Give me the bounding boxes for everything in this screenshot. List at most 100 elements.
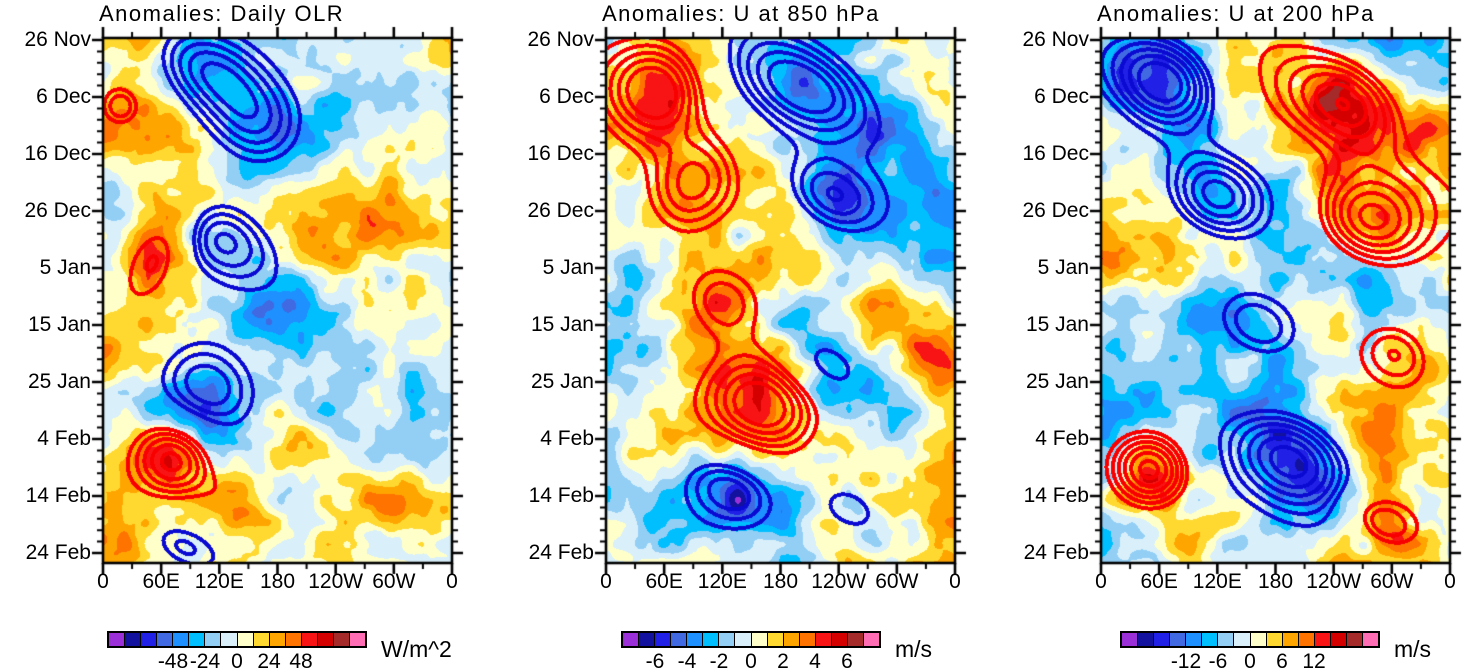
u850-colorbar-units-label: m/s: [895, 636, 933, 662]
colorbar-swatch: [719, 633, 736, 646]
x-axis-tick-label: 0: [446, 570, 458, 593]
y-axis-tick-label: 25 Jan: [27, 370, 91, 393]
colorbar-swatch: [269, 633, 286, 646]
panel-title-u850: Anomalies: U at 850 hPa: [602, 1, 880, 26]
colorbar-tick-label: 48: [289, 650, 313, 672]
colorbar-swatch: [301, 633, 318, 646]
colorbar-swatch: [221, 633, 238, 646]
colorbar-swatch: [1298, 633, 1315, 646]
colorbar-swatch: [751, 633, 768, 646]
y-axis-tick-label: 24 Feb: [25, 541, 91, 564]
colorbar-swatch: [1362, 633, 1378, 646]
x-axis-tick-label: 0: [1095, 570, 1107, 593]
colorbar-tick-label: -24: [189, 650, 221, 672]
colorbar-swatch: [333, 633, 350, 646]
colorbar-swatch: [831, 633, 848, 646]
x-axis-tick-label: 0: [949, 570, 961, 593]
y-axis-tick-label: 16 Dec: [527, 142, 594, 165]
olr-colorbar-units-label: W/m^2: [381, 636, 452, 662]
u200-colorbar: [1120, 631, 1380, 648]
colorbar-tick-label: 6: [841, 650, 853, 672]
colorbar-tick-label: 0: [745, 650, 757, 672]
colorbar-swatch: [1314, 633, 1331, 646]
colorbar-tick-label: 2: [777, 650, 789, 672]
y-axis-tick-label: 24 Feb: [1023, 541, 1089, 564]
y-axis-tick-label: 14 Feb: [1023, 484, 1089, 507]
colorbar-swatch: [109, 633, 126, 646]
colorbar-swatch: [847, 633, 864, 646]
x-axis-tick-label: 120W: [1306, 570, 1362, 593]
y-axis-tick-label: 4 Feb: [37, 427, 91, 450]
colorbar-swatch: [1330, 633, 1347, 646]
colorbar-tick-label: -6: [645, 650, 665, 672]
colorbar-swatch: [1154, 633, 1171, 646]
x-axis-tick-label: 120E: [697, 570, 747, 593]
colorbar-swatch: [1122, 633, 1139, 646]
colorbar-swatch: [639, 633, 656, 646]
panel-title-u200: Anomalies: U at 200 hPa: [1097, 1, 1375, 26]
colorbar-swatch: [285, 633, 302, 646]
colorbar-swatch: [671, 633, 688, 646]
colorbar-swatch: [157, 633, 174, 646]
y-axis-tick-label: 26 Dec: [24, 199, 91, 222]
y-axis-tick-label: 6 Dec: [36, 85, 91, 108]
colorbar-swatch: [1186, 633, 1203, 646]
y-axis-tick-label: 14 Feb: [25, 484, 91, 507]
colorbar-swatch: [815, 633, 832, 646]
olr-colorbar: [107, 631, 367, 648]
colorbar-swatch: [735, 633, 752, 646]
y-axis-tick-label: 5 Jan: [1037, 256, 1089, 279]
y-axis-tick-label: 4 Feb: [540, 427, 594, 450]
colorbar-tick-label: 6: [1276, 650, 1288, 672]
colorbar-swatch: [205, 633, 222, 646]
colorbar-swatch: [253, 633, 270, 646]
u200-colorbar-units-label: m/s: [1394, 636, 1432, 662]
u200-axes-canvas: [1085, 22, 1466, 579]
colorbar-tick-label: -48: [157, 650, 189, 672]
y-axis-tick-label: 26 Dec: [1022, 199, 1089, 222]
y-axis-tick-label: 14 Feb: [528, 484, 594, 507]
panel-title-olr: Anomalies: Daily OLR: [99, 1, 345, 26]
colorbar-swatch: [189, 633, 206, 646]
colorbar-swatch: [623, 633, 640, 646]
x-axis-tick-label: 60W: [1370, 570, 1414, 593]
colorbar-swatch: [237, 633, 254, 646]
colorbar-swatch: [1346, 633, 1363, 646]
olr-axes-canvas: [87, 22, 468, 579]
colorbar-swatch: [767, 633, 784, 646]
x-axis-tick-label: 0: [600, 570, 612, 593]
colorbar-swatch: [1234, 633, 1251, 646]
y-axis-tick-label: 5 Jan: [542, 256, 594, 279]
x-axis-tick-label: 0: [97, 570, 109, 593]
y-axis-tick-label: 16 Dec: [1022, 142, 1089, 165]
y-axis-tick-label: 26 Nov: [24, 28, 91, 51]
y-axis-tick-label: 5 Jan: [39, 256, 91, 279]
colorbar-swatch: [1282, 633, 1299, 646]
x-axis-tick-label: 60E: [142, 570, 180, 593]
colorbar-swatch: [1170, 633, 1187, 646]
y-axis-tick-label: 26 Dec: [527, 199, 594, 222]
x-axis-tick-label: 180: [259, 570, 296, 593]
y-axis-tick-label: 6 Dec: [539, 85, 594, 108]
x-axis-tick-label: 180: [1257, 570, 1294, 593]
colorbar-tick-label: 0: [231, 650, 243, 672]
y-axis-tick-label: 24 Feb: [528, 541, 594, 564]
u850-axes-canvas: [590, 22, 971, 579]
colorbar-tick-label: 4: [809, 650, 821, 672]
colorbar-swatch: [655, 633, 672, 646]
colorbar-tick-label: 12: [1302, 650, 1326, 672]
colorbar-swatch: [317, 633, 334, 646]
y-axis-tick-label: 4 Feb: [1035, 427, 1089, 450]
colorbar-swatch: [125, 633, 142, 646]
y-axis-tick-label: 25 Jan: [1025, 370, 1089, 393]
colorbar-tick-label: 24: [257, 650, 281, 672]
x-axis-tick-label: 0: [1444, 570, 1456, 593]
colorbar-swatch: [687, 633, 704, 646]
y-axis-tick-label: 6 Dec: [1034, 85, 1089, 108]
u850-colorbar: [621, 631, 881, 648]
y-axis-tick-label: 25 Jan: [530, 370, 594, 393]
x-axis-tick-label: 180: [762, 570, 799, 593]
colorbar-tick-label: -12: [1170, 650, 1202, 672]
y-axis-tick-label: 15 Jan: [530, 313, 594, 336]
colorbar-swatch: [863, 633, 879, 646]
